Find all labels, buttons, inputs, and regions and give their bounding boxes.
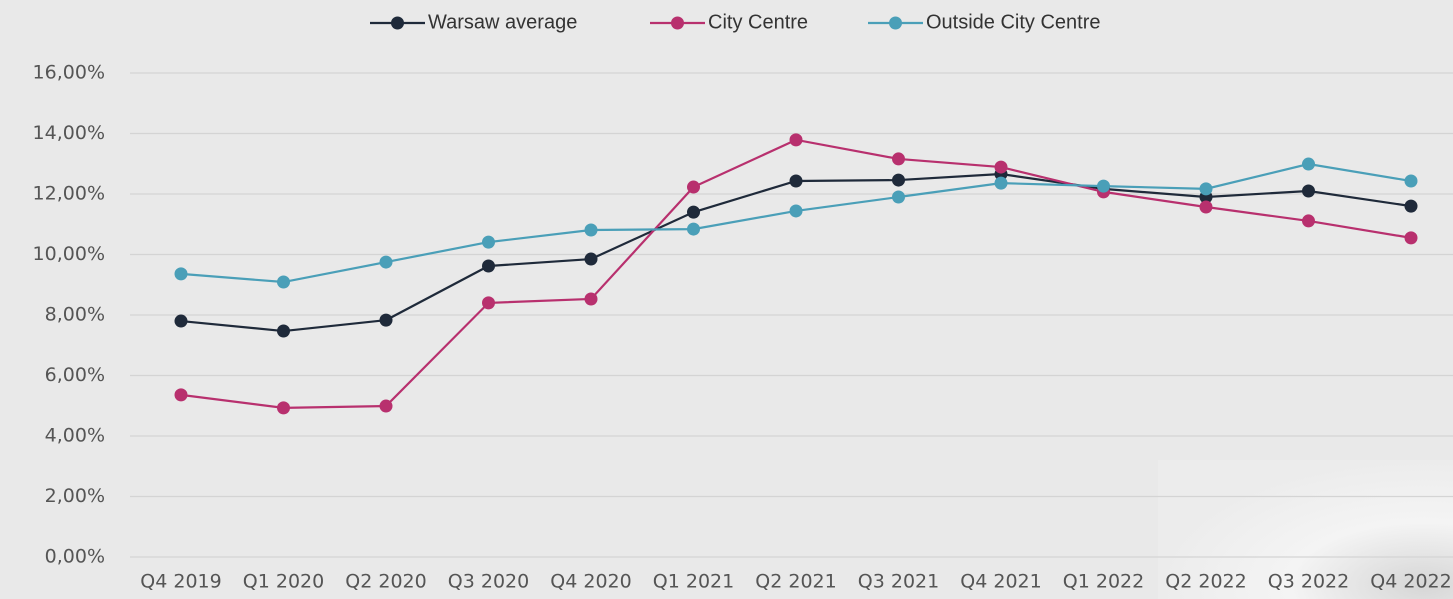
- data-point: [277, 401, 290, 415]
- data-point: [584, 292, 598, 306]
- legend: Warsaw average City Centre Outside City Ce…: [370, 11, 1101, 33]
- y-tick-label: 2,00%: [45, 485, 105, 507]
- series-line: [180, 172, 1412, 333]
- data-point: [1302, 214, 1315, 228]
- data-point: [1199, 182, 1213, 196]
- data-point: [892, 173, 905, 187]
- y-tick-label: 8,00%: [45, 304, 105, 326]
- x-tick-label: Q4 2021: [960, 571, 1041, 593]
- x-tick-label: Q2 2021: [755, 571, 836, 593]
- x-tick-label: Q4 2022: [1370, 571, 1451, 593]
- legend-swatch-marker: [889, 16, 902, 30]
- data-point: [1302, 184, 1315, 198]
- y-tick-label: 0,00%: [45, 546, 105, 568]
- data-point: [789, 133, 803, 147]
- data-point: [687, 180, 700, 194]
- y-tick-label: 6,00%: [45, 364, 105, 386]
- x-tick-label: Q3 2021: [858, 571, 939, 593]
- x-tick-label: Q3 2022: [1268, 571, 1349, 593]
- data-point: [482, 296, 495, 310]
- data-point: [994, 160, 1008, 174]
- data-point: [1097, 179, 1110, 193]
- data-point: [379, 399, 393, 413]
- data-point: [687, 205, 700, 219]
- data-point: [1404, 174, 1418, 188]
- data-point: [277, 275, 290, 289]
- data-point: [584, 252, 598, 266]
- data-point: [174, 314, 188, 328]
- data-point: [789, 204, 803, 218]
- x-tick-label: Q4 2019: [140, 571, 221, 593]
- x-tick-label: Q2 2020: [345, 571, 426, 593]
- x-tick-label: Q1 2021: [653, 571, 734, 593]
- x-tick-label: Q3 2020: [448, 571, 529, 593]
- data-point: [687, 222, 700, 236]
- x-tick-label: Q2 2022: [1165, 571, 1246, 593]
- data-point: [482, 235, 495, 249]
- data-point: [994, 176, 1008, 190]
- data-point: [174, 388, 188, 402]
- legend-swatch-marker: [391, 16, 404, 30]
- data-point: [1302, 157, 1315, 171]
- legend-label: City Centre: [708, 11, 808, 33]
- data-point: [379, 255, 393, 269]
- y-tick-label: 4,00%: [45, 425, 105, 447]
- y-tick-label: 12,00%: [33, 183, 105, 205]
- data-point: [584, 223, 598, 237]
- data-point: [379, 313, 393, 327]
- data-point: [892, 190, 905, 204]
- legend-label: Warsaw average: [428, 11, 577, 33]
- x-tick-label: Q1 2020: [243, 571, 324, 593]
- data-point: [1404, 199, 1418, 213]
- x-tick-label: Q4 2020: [550, 571, 631, 593]
- data-point: [1404, 231, 1418, 245]
- x-tick-label: Q1 2022: [1063, 571, 1144, 593]
- data-point: [1199, 200, 1213, 214]
- y-tick-label: 10,00%: [33, 243, 105, 265]
- legend-label: Outside City Centre: [926, 11, 1101, 33]
- background-decoration: [1158, 460, 1453, 599]
- y-tick-label: 14,00%: [33, 122, 105, 144]
- y-tick-label: 16,00%: [33, 62, 105, 84]
- data-point: [789, 174, 803, 188]
- data-point: [277, 324, 290, 338]
- data-point: [174, 267, 188, 281]
- data-point: [892, 152, 905, 166]
- legend-swatch-marker: [671, 16, 684, 30]
- data-point: [482, 259, 495, 273]
